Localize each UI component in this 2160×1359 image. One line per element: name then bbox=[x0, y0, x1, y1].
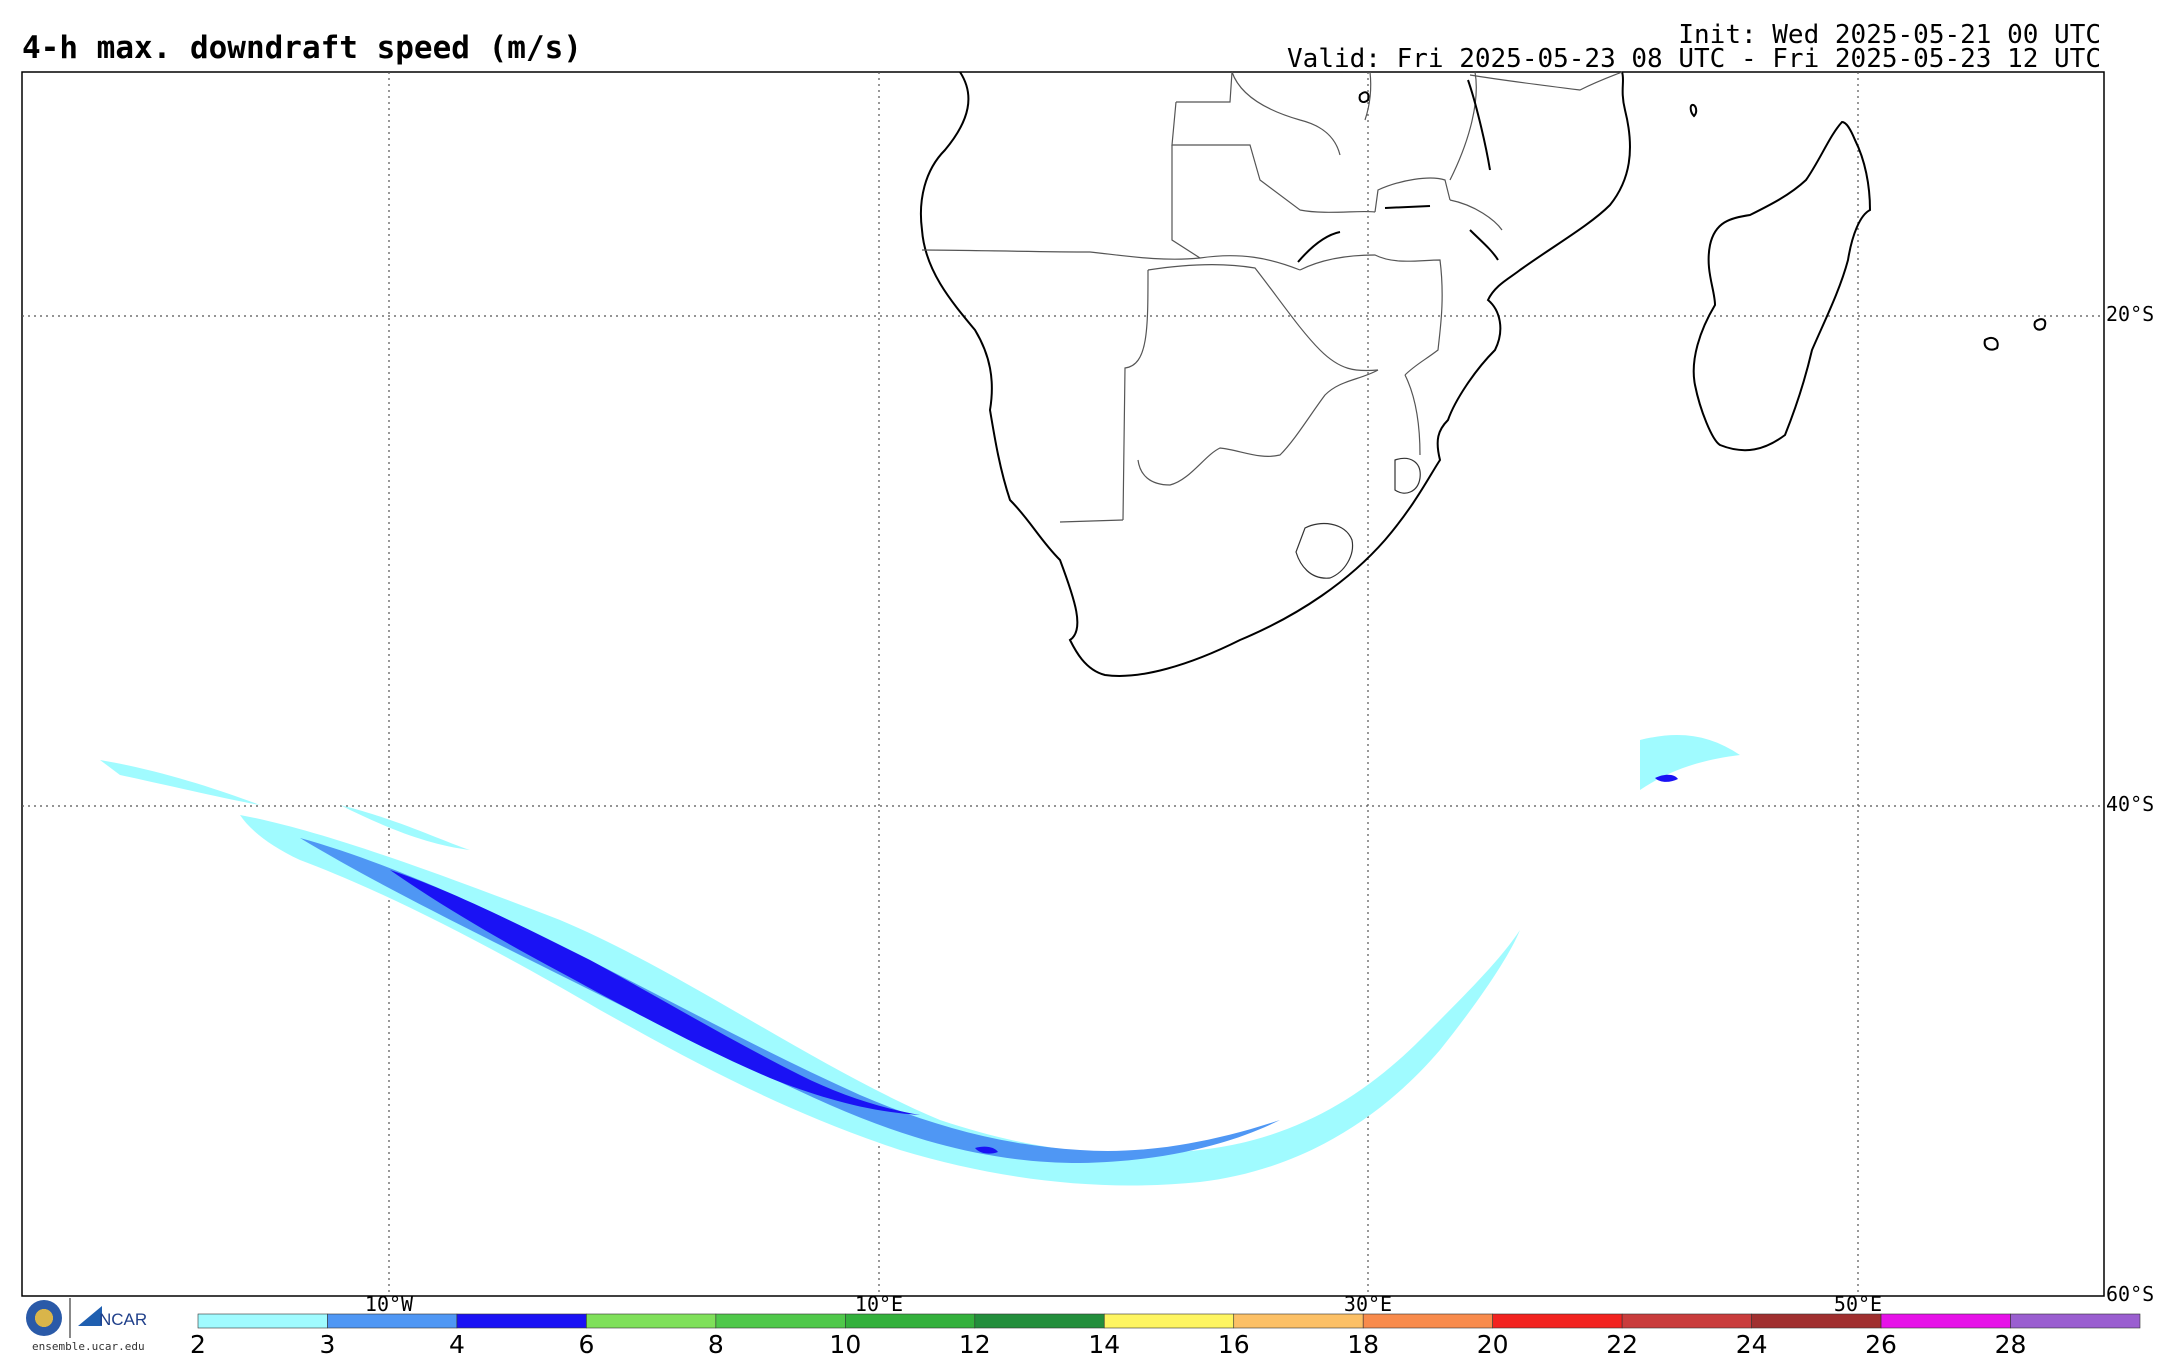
colorbar-swatch bbox=[974, 1313, 1105, 1329]
map-frame bbox=[21, 71, 2105, 1297]
lon-label-30e: 30°E bbox=[1343, 1292, 1393, 1316]
colorbar-tick-label: 22 bbox=[1606, 1330, 1639, 1359]
colorbar-tick-label: 26 bbox=[1865, 1330, 1897, 1359]
colorbar-swatch bbox=[1233, 1313, 1364, 1329]
colorbar-tick-label: 16 bbox=[1217, 1330, 1250, 1359]
lon-label-10e: 10°E bbox=[854, 1292, 904, 1316]
lat-label-60s: 60°S bbox=[2106, 1282, 2155, 1306]
valid-time: Valid: Fri 2025-05-23 08 UTC - Fri 2025-… bbox=[1287, 44, 2101, 74]
colorbar-swatch bbox=[845, 1313, 976, 1329]
colorbar-swatch bbox=[327, 1313, 458, 1329]
colorbar-tick-label: 8 bbox=[707, 1330, 724, 1359]
nsf-logo-icon bbox=[26, 1300, 62, 1336]
colorbar-swatch bbox=[1880, 1313, 2011, 1329]
colorbar-tick-label: 10 bbox=[829, 1330, 862, 1359]
mascarene-islands bbox=[1689, 103, 2047, 351]
colorbar-swatch bbox=[1362, 1313, 1493, 1329]
eswatini-outline bbox=[1394, 457, 1421, 494]
colorbar-swatch bbox=[1621, 1313, 1752, 1329]
colorbar-tick-label: 24 bbox=[1735, 1330, 1768, 1359]
ncar-logo-text: NCAR bbox=[99, 1310, 148, 1329]
ncar-logo-icon bbox=[78, 1306, 102, 1326]
lakes bbox=[1297, 79, 1499, 263]
lat-label-20s: 20°S bbox=[2106, 302, 2155, 326]
colorbar-tick-label: 12 bbox=[958, 1330, 991, 1359]
lat-label-40s: 40°S bbox=[2106, 792, 2155, 816]
colorbar-tick-label: 2 bbox=[190, 1330, 206, 1359]
madagascar-coastline bbox=[1692, 120, 1872, 452]
site-url: ensemble.ucar.edu bbox=[32, 1340, 145, 1353]
colorbar-tick-label: 3 bbox=[319, 1330, 336, 1359]
colorbar-swatch bbox=[197, 1313, 328, 1329]
downdraft-field bbox=[100, 735, 1740, 1186]
colorbar-tick-label: 14 bbox=[1088, 1330, 1121, 1359]
logo-divider bbox=[69, 1298, 71, 1338]
lesotho-outline bbox=[1295, 522, 1354, 579]
lon-label-10w: 10°W bbox=[364, 1292, 414, 1316]
africa-coastline bbox=[919, 71, 1631, 677]
colorbar-swatch bbox=[1751, 1313, 1882, 1329]
colorbar-swatch bbox=[715, 1313, 846, 1329]
colorbar-tick-label: 20 bbox=[1476, 1330, 1509, 1359]
colorbar-tick-label: 18 bbox=[1347, 1330, 1380, 1359]
colorbar-swatch bbox=[586, 1313, 717, 1329]
map-title: 4-h max. downdraft speed (m/s) bbox=[22, 30, 582, 66]
country-borders bbox=[921, 71, 1623, 523]
colorbar-tick-label: 4 bbox=[448, 1330, 465, 1359]
colorbar bbox=[197, 1313, 2141, 1329]
lon-label-50e: 50°E bbox=[1833, 1292, 1883, 1316]
colorbar-swatch bbox=[1103, 1313, 1235, 1329]
init-time: Init: Wed 2025-05-21 00 UTC bbox=[1678, 20, 2101, 50]
colorbar-tick-label: 28 bbox=[1994, 1330, 2027, 1359]
colorbar-tick-label: 6 bbox=[578, 1330, 595, 1359]
downdraft-4-6-core bbox=[390, 870, 920, 1115]
colorbar-swatch bbox=[1492, 1313, 1623, 1329]
colorbar-swatch bbox=[456, 1313, 587, 1329]
branding: NCAR ensemble.ucar.edu bbox=[24, 1298, 154, 1354]
colorbar-swatch bbox=[2010, 1313, 2141, 1329]
